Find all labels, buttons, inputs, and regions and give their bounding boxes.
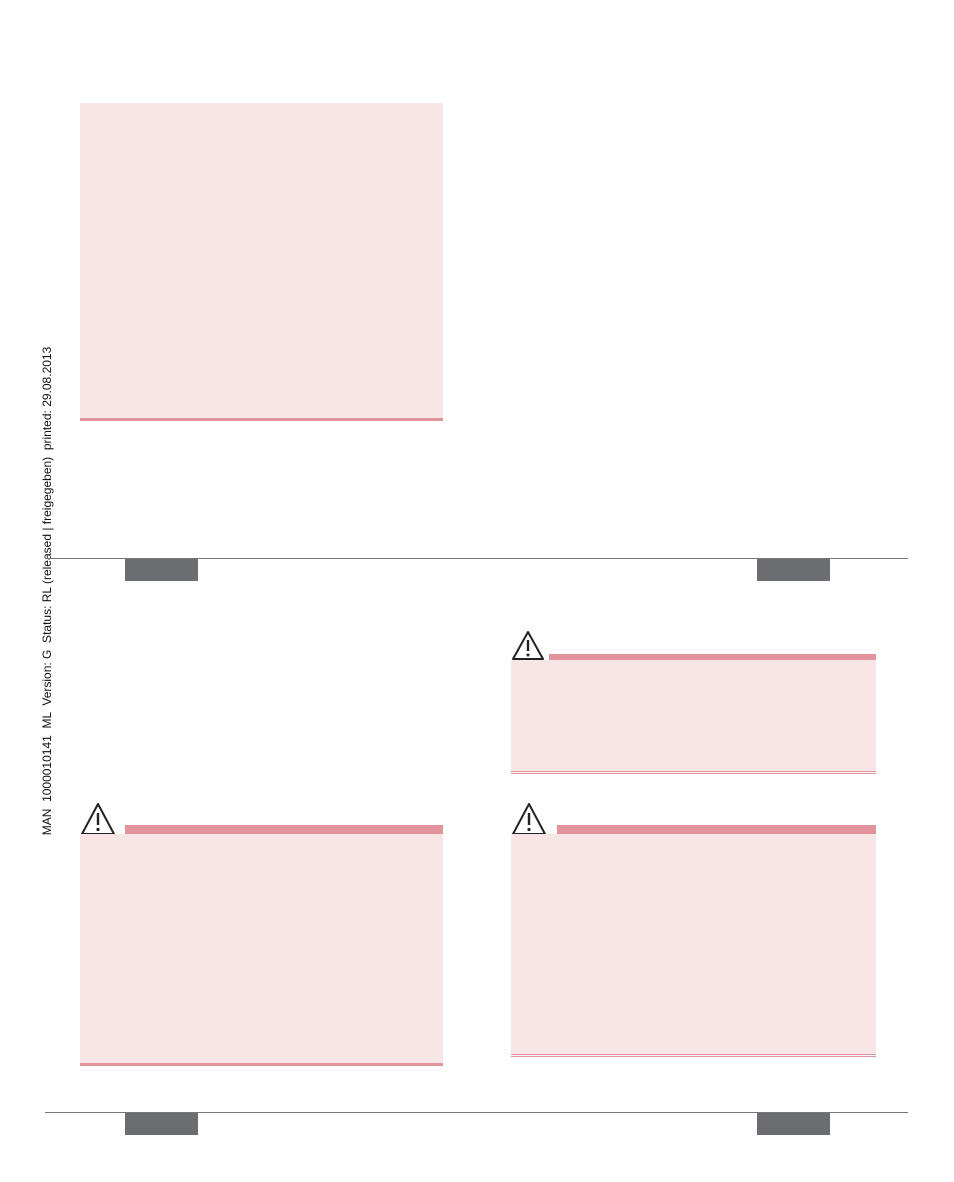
- warning-icon: [512, 803, 546, 835]
- page-tab: [125, 559, 198, 581]
- warning-box: [80, 834, 443, 1063]
- warning-icon: [512, 631, 544, 660]
- warning-rule: [80, 1063, 443, 1066]
- page-divider: [45, 1112, 908, 1113]
- warning-bar: [549, 654, 876, 660]
- warning-icon: [81, 803, 115, 835]
- page-divider: [45, 558, 908, 559]
- warning-rule: [511, 771, 876, 774]
- warning-bar: [557, 825, 876, 834]
- page-tab: [757, 559, 830, 581]
- page-tab: [757, 1113, 830, 1135]
- sidebar-text: MAN 1000010141 ML Version: G Status: RL …: [40, 346, 54, 836]
- warning-rule: [511, 1054, 876, 1057]
- warning-bar: [125, 825, 443, 834]
- note-rule: [80, 418, 443, 421]
- warning-box: [511, 834, 876, 1054]
- note-box: [80, 103, 443, 418]
- warning-box: [511, 660, 876, 771]
- page-tab: [125, 1113, 198, 1135]
